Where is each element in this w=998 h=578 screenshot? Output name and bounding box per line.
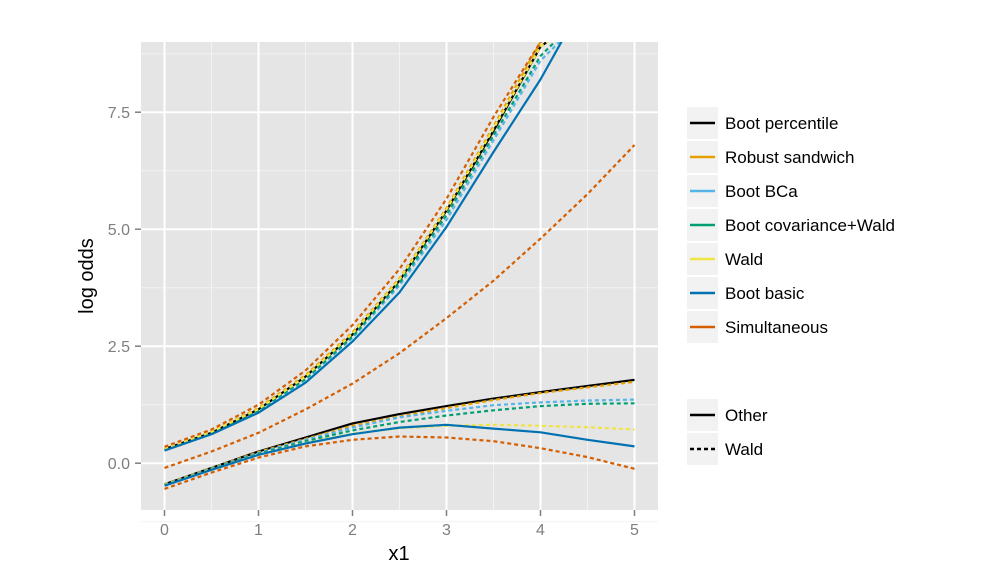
major-grid: [141, 42, 658, 510]
legend-item-boot-bca: Boot BCa: [687, 175, 798, 207]
series-line-wald-upper: [164, 42, 550, 451]
legend-item-boot-basic: Boot basic: [687, 277, 805, 309]
legend-label: Simultaneous: [725, 318, 828, 337]
legend-label: Boot basic: [725, 284, 805, 303]
series-line-boot-percentile-lower: [164, 378, 635, 486]
legend-item-linetype-other: Other: [687, 399, 768, 431]
legend-label: Other: [725, 406, 768, 425]
series-line-boot-bca-upper: [164, 42, 561, 452]
series-line-boot-basic-upper: [164, 42, 563, 452]
legend-label: Wald: [725, 440, 763, 459]
x-tick-label: 5: [630, 522, 639, 539]
legend-label: Boot percentile: [725, 114, 838, 133]
legend-label: Boot covariance+Wald: [725, 216, 895, 235]
series-line-boot-covariance-wald-upper: [164, 42, 557, 451]
legend-item-simultaneous: Simultaneous: [687, 311, 828, 343]
y-tick-label: 5.0: [108, 222, 130, 239]
x-axis-title: x1: [388, 543, 409, 565]
legend-label: Boot BCa: [725, 182, 798, 201]
legend-item-linetype-wald: Wald: [687, 433, 763, 465]
minor-grid: [141, 42, 658, 523]
y-axis-title: log odds: [76, 238, 98, 314]
x-axis: 0 1 2 3 4 5: [160, 510, 639, 539]
y-axis: 0.0 2.5 5.0 7.5: [108, 105, 141, 473]
x-tick-label: 2: [348, 522, 357, 539]
series-line-boot-covariance-wald-lower: [164, 402, 635, 487]
x-tick-label: 0: [160, 522, 169, 539]
y-tick-label: 0.0: [108, 456, 130, 473]
legend-item-boot-covariance-wald: Boot covariance+Wald: [687, 209, 895, 241]
legend-item-robust-sandwich: Robust sandwich: [687, 141, 854, 173]
series-layer: [164, 42, 636, 490]
x-tick-label: 4: [536, 522, 545, 539]
linetype-legend: Other Wald: [687, 399, 768, 465]
y-tick-label: 2.5: [108, 339, 130, 356]
color-legend: Boot percentile Robust sandwich Boot BCa Bo…: [687, 107, 895, 343]
series-line-simultaneous-lower: [164, 435, 635, 490]
y-tick-label: 7.5: [108, 105, 130, 122]
series-line-wald-lower: [164, 423, 635, 487]
legend-item-wald: Wald: [687, 243, 763, 275]
legend-label: Robust sandwich: [725, 148, 854, 167]
x-tick-label: 3: [442, 522, 451, 539]
series-line-boot-basic-lower: [164, 423, 635, 487]
series-line-boot-bca-lower: [164, 398, 635, 486]
x-tick-label: 1: [254, 522, 263, 539]
legend-label: Wald: [725, 250, 763, 269]
series-line-simultaneous-estimate: [164, 144, 636, 469]
legend-item-boot-percentile: Boot percentile: [687, 107, 838, 139]
